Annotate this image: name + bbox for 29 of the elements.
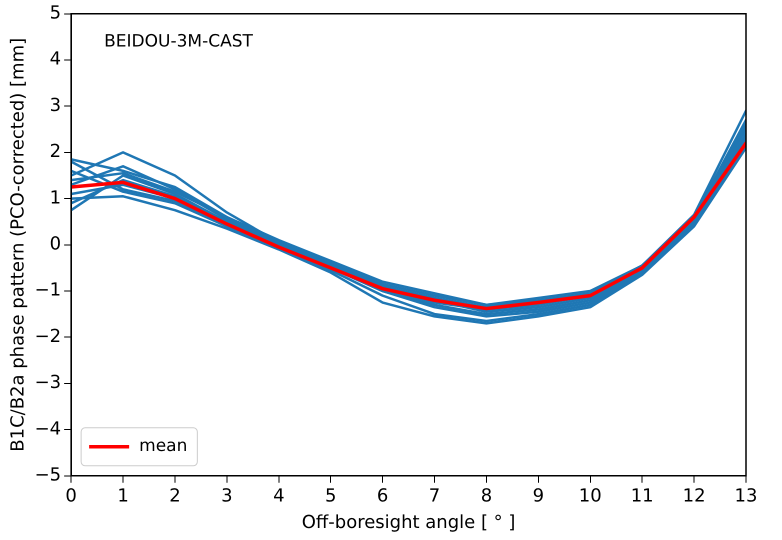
x-tick-label: 12 xyxy=(682,485,706,506)
x-tick-label: 10 xyxy=(578,485,602,506)
x-tick-label: 11 xyxy=(630,485,654,506)
x-tick-label: 4 xyxy=(273,485,285,506)
x-tick-label: 5 xyxy=(324,485,336,506)
y-tick-label: −1 xyxy=(34,280,62,301)
y-tick-label: 2 xyxy=(50,141,62,162)
y-tick-label: 5 xyxy=(50,2,62,24)
x-tick-label: 0 xyxy=(65,485,77,506)
annotation: BEIDOU-3M-CAST xyxy=(104,32,254,52)
x-tick-label: 13 xyxy=(734,485,758,506)
y-tick-label: 0 xyxy=(50,233,62,254)
x-tick-label: 8 xyxy=(480,485,492,506)
x-axis-title: Off-boresight angle [ ° ] xyxy=(302,512,516,533)
y-tick-label: 1 xyxy=(50,187,62,208)
x-tick-label: 1 xyxy=(117,485,129,506)
legend-label: mean xyxy=(139,436,188,456)
y-axis-title: B1C/B2a phase pattern (PCO-corrected) [mm] xyxy=(7,38,28,452)
y-tick-label: −2 xyxy=(34,326,62,347)
y-tick-label: −4 xyxy=(34,418,62,440)
x-tick-label: 3 xyxy=(221,485,233,506)
y-tick-label: −5 xyxy=(34,464,62,486)
x-tick-label: 7 xyxy=(428,485,440,506)
y-tick-label: −3 xyxy=(34,372,62,394)
x-tick-label: 6 xyxy=(376,485,388,506)
y-tick-label: 3 xyxy=(50,94,62,116)
y-tick-label: 4 xyxy=(50,48,62,70)
x-tick-label: 9 xyxy=(532,485,544,506)
x-tick-label: 2 xyxy=(169,485,181,506)
